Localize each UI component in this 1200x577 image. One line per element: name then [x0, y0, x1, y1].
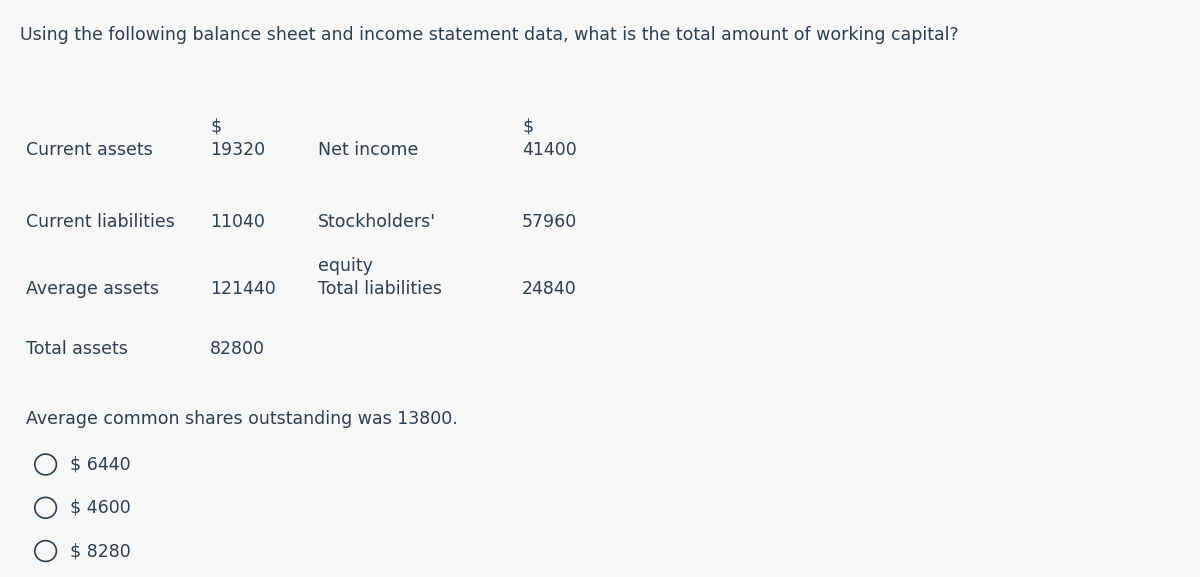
Text: Net income: Net income — [318, 141, 419, 159]
Text: $: $ — [210, 117, 221, 135]
Text: Current assets: Current assets — [26, 141, 154, 159]
Text: Average common shares outstanding was 13800.: Average common shares outstanding was 13… — [26, 410, 458, 428]
Text: $ 6440: $ 6440 — [70, 455, 131, 474]
Text: 82800: 82800 — [210, 340, 265, 358]
Text: 19320: 19320 — [210, 141, 265, 159]
Text: Total liabilities: Total liabilities — [318, 280, 442, 298]
Text: $: $ — [522, 117, 533, 135]
Text: equity: equity — [318, 257, 373, 275]
Text: 24840: 24840 — [522, 280, 577, 298]
Text: Average assets: Average assets — [26, 280, 160, 298]
Text: Stockholders': Stockholders' — [318, 213, 436, 231]
Text: 11040: 11040 — [210, 213, 265, 231]
Text: $ 8280: $ 8280 — [70, 542, 131, 560]
Text: Total assets: Total assets — [26, 340, 128, 358]
Text: 41400: 41400 — [522, 141, 577, 159]
Text: Using the following balance sheet and income statement data, what is the total a: Using the following balance sheet and in… — [20, 26, 959, 44]
Text: 121440: 121440 — [210, 280, 276, 298]
Text: 57960: 57960 — [522, 213, 577, 231]
Text: Current liabilities: Current liabilities — [26, 213, 175, 231]
Text: $ 4600: $ 4600 — [70, 499, 131, 517]
